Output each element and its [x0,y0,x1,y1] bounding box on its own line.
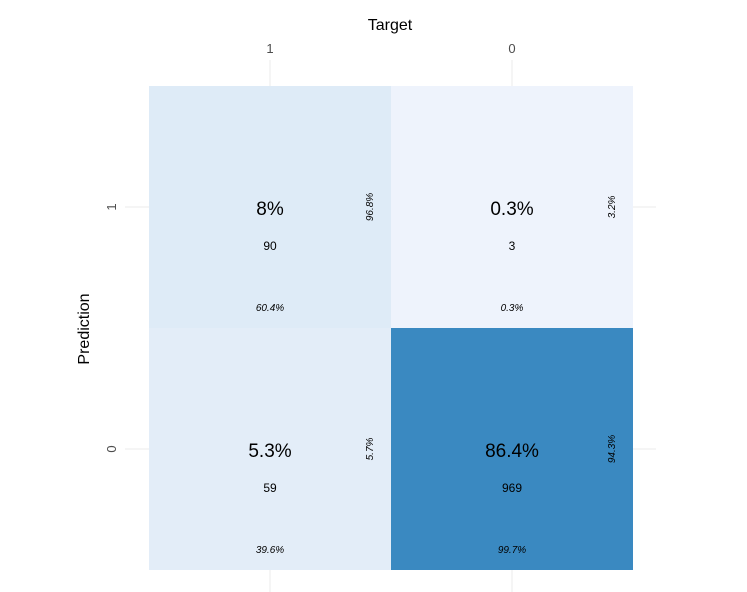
cell-background [391,328,633,570]
x-axis-title: Target [368,17,413,34]
cell-target-1-pred-1: 8% 90 60.4% 96.8% [149,86,391,328]
y-axis-title: Prediction [76,293,93,364]
cell-column-percent: 99.7% [498,545,526,556]
cell-count: 59 [263,481,277,495]
cell-row-percent: 3.2% [607,195,618,218]
axis-ticks: 1 0 1 0 [104,41,516,453]
cell-overall-percent: 5.3% [248,441,291,462]
cell-count: 969 [502,481,522,495]
y-tick-label-0: 0 [104,445,119,452]
cell-count: 90 [263,239,277,253]
cell-overall-percent: 0.3% [490,199,533,220]
x-tick-label-0: 0 [508,41,515,56]
cell-target-1-pred-0: 5.3% 59 39.6% 5.7% [149,328,391,570]
cell-background [391,86,633,328]
x-tick-label-1: 1 [266,41,273,56]
cell-background [149,86,391,328]
y-tick-label-1: 1 [104,203,119,210]
cell-background [149,328,391,570]
cell-column-percent: 0.3% [501,303,524,314]
cell-row-percent: 96.8% [365,193,376,221]
cell-overall-percent: 8% [256,199,284,220]
cell-row-percent: 94.3% [607,435,618,463]
cell-target-0-pred-1: 0.3% 3 0.3% 3.2% [391,86,633,328]
cell-column-percent: 60.4% [256,303,284,314]
cell-count: 3 [509,239,516,253]
cell-overall-percent: 86.4% [485,441,539,462]
cell-column-percent: 39.6% [256,545,284,556]
cell-row-percent: 5.7% [365,437,376,460]
cell-target-0-pred-0: 86.4% 969 99.7% 94.3% [391,328,633,570]
